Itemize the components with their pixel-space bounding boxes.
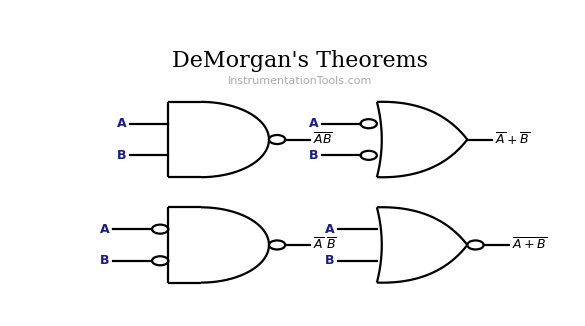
Text: A: A <box>100 223 110 236</box>
Text: DeMorgan's Theorems: DeMorgan's Theorems <box>172 51 428 72</box>
Text: $\overline{A+B}$: $\overline{A+B}$ <box>512 237 547 253</box>
Text: B: B <box>101 254 110 267</box>
Text: A: A <box>325 223 335 236</box>
Text: $\overline{A}+\overline{B}$: $\overline{A}+\overline{B}$ <box>495 131 531 148</box>
Text: B: B <box>309 149 318 162</box>
Text: InstrumentationTools.com: InstrumentationTools.com <box>228 76 372 85</box>
Text: A: A <box>309 117 318 130</box>
Text: A: A <box>116 117 126 130</box>
Text: $\overline{A}\ \overline{B}$: $\overline{A}\ \overline{B}$ <box>314 237 338 253</box>
Text: B: B <box>116 149 126 162</box>
Text: $\overline{AB}$: $\overline{AB}$ <box>314 132 333 147</box>
Text: B: B <box>325 254 335 267</box>
